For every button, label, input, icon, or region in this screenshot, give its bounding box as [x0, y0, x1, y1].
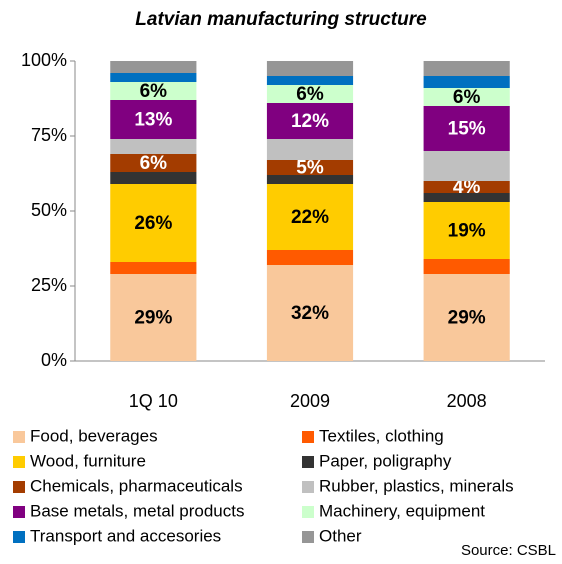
- bar-segment: [110, 172, 197, 184]
- legend-label: Wood, furniture: [30, 451, 146, 470]
- data-label: 6%: [140, 81, 168, 102]
- legend-swatch: [302, 431, 314, 443]
- y-tick-label: 25%: [31, 275, 67, 295]
- y-tick-label: 100%: [21, 50, 67, 70]
- data-label: 32%: [291, 303, 329, 324]
- y-tick-label: 75%: [31, 125, 67, 145]
- data-label: 12%: [291, 111, 329, 132]
- bar-segment: [266, 184, 354, 250]
- bar-segment: [423, 76, 510, 88]
- legend-label: Transport and accesories: [30, 526, 221, 545]
- bar-segment: [266, 139, 354, 160]
- legend-label: Other: [319, 526, 362, 545]
- legend-label: Rubber, plastics, minerals: [319, 476, 514, 495]
- chart-title: Latvian manufacturing structure: [135, 9, 427, 30]
- y-tick-label: 0%: [41, 350, 67, 370]
- bar-segment: [266, 250, 354, 265]
- bar-segment: [110, 100, 197, 139]
- bar-segment: [423, 274, 510, 361]
- bar-segment: [266, 103, 354, 139]
- legend-swatch: [302, 531, 314, 543]
- data-label: 29%: [134, 308, 172, 329]
- legend-label: Food, beverages: [30, 426, 158, 445]
- bar-segment: [423, 193, 510, 202]
- data-label: 26%: [134, 213, 172, 234]
- legend-swatch: [302, 456, 314, 468]
- data-label: 22%: [291, 207, 329, 228]
- bar-segment: [110, 73, 197, 82]
- bar-segment: [266, 85, 354, 103]
- legend-swatch: [13, 431, 25, 443]
- y-tick-label: 50%: [31, 200, 67, 220]
- data-label: 13%: [134, 110, 172, 131]
- data-label: 6%: [453, 87, 481, 108]
- bar-segment: [423, 202, 510, 259]
- bar-segment: [423, 88, 510, 106]
- bar-segment: [110, 61, 197, 73]
- source: Source: CSBL: [461, 542, 556, 559]
- bar-segment: [110, 262, 197, 274]
- legend-label: Chemicals, pharmaceuticals: [30, 476, 243, 495]
- bar-segment: [266, 61, 354, 76]
- data-label: 19%: [448, 221, 486, 242]
- data-label: 6%: [140, 153, 168, 174]
- legend-swatch: [302, 506, 314, 518]
- data-label: 29%: [448, 308, 486, 329]
- x-tick-label: 1Q 10: [129, 391, 178, 411]
- bar-segment: [266, 175, 354, 184]
- legend-label: Textiles, clothing: [319, 426, 444, 445]
- legend-swatch: [13, 506, 25, 518]
- bar-segment: [423, 259, 510, 274]
- bar-segment: [110, 139, 197, 154]
- legend-swatch: [302, 481, 314, 493]
- data-label: 5%: [296, 158, 324, 179]
- bar-segment: [266, 265, 354, 361]
- bar-segment: [110, 274, 197, 361]
- data-label: 4%: [453, 177, 481, 198]
- bar-segment: [423, 151, 510, 181]
- bar-segment: [423, 181, 510, 193]
- legend-swatch: [13, 456, 25, 468]
- bar-segment: [423, 106, 510, 151]
- data-label: 15%: [448, 119, 486, 140]
- bar-segment: [110, 154, 197, 172]
- legend-label: Paper, poligraphy: [319, 451, 452, 470]
- bar-segment: [266, 76, 354, 85]
- legend-swatch: [13, 481, 25, 493]
- bar-segment: [110, 184, 197, 262]
- x-tick-label: 2009: [290, 391, 330, 411]
- x-tick-label: 2008: [447, 391, 487, 411]
- data-label: 6%: [296, 84, 324, 105]
- bar-segment: [110, 82, 197, 100]
- bar-segment: [266, 160, 354, 175]
- legend-label: Base metals, metal products: [30, 501, 244, 520]
- bar-segment: [423, 61, 510, 76]
- legend-swatch: [13, 531, 25, 543]
- legend-label: Machinery, equipment: [319, 501, 485, 520]
